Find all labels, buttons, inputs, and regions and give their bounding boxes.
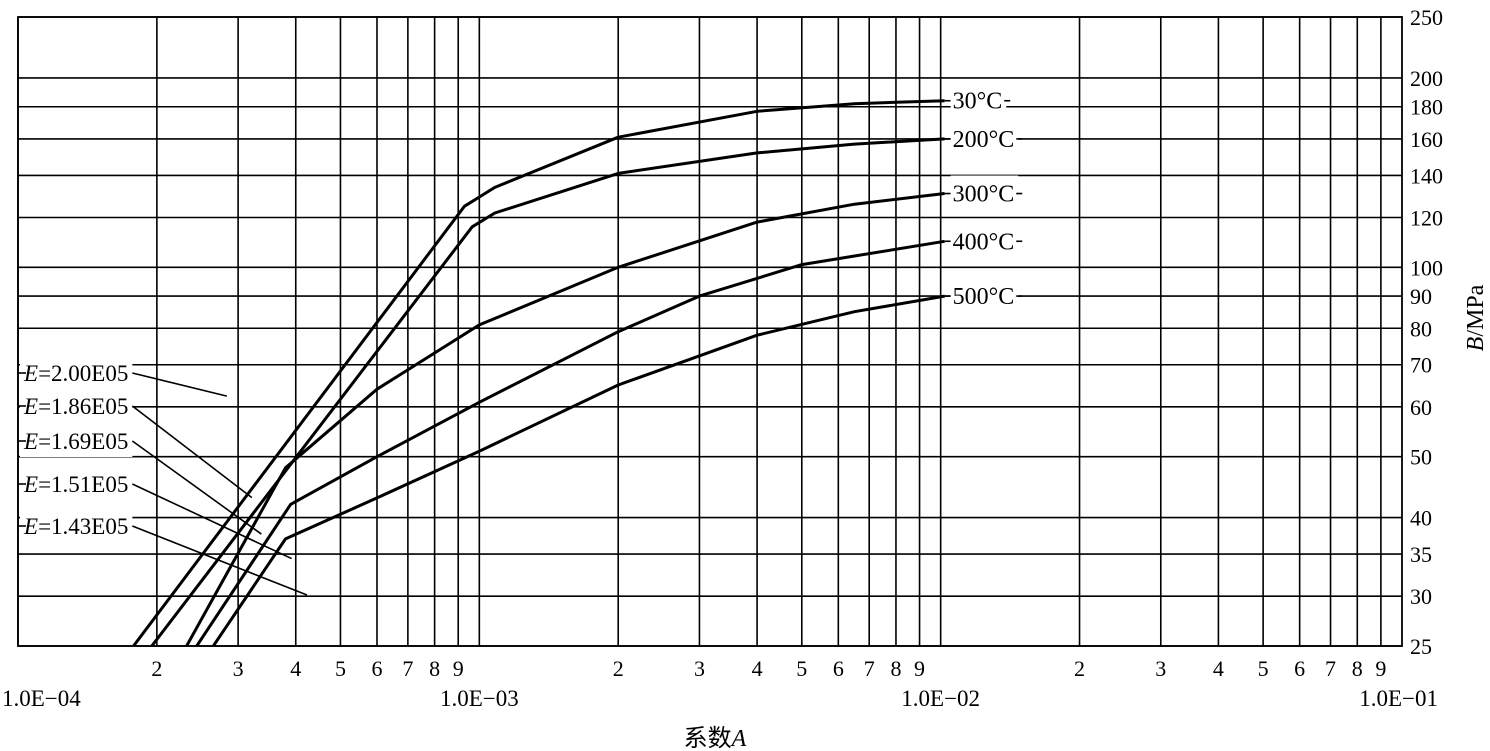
e-label-var: E xyxy=(23,472,38,497)
series-label: 30°C xyxy=(953,89,1003,115)
x-tick-label: 7 xyxy=(864,656,875,681)
x-tick-label: 3 xyxy=(694,656,705,681)
e-label-leader xyxy=(132,372,228,397)
e-label: E=1.86E05 xyxy=(23,394,128,419)
series-label: 300°C xyxy=(953,182,1015,208)
y-tick-label: 40 xyxy=(1410,506,1432,531)
y-tick-label: 100 xyxy=(1410,255,1443,280)
y-tick-label: 90 xyxy=(1410,284,1432,309)
e-label-bg xyxy=(20,361,133,389)
e-label-value: =1.51E05 xyxy=(38,472,128,497)
x-tick-label: 9 xyxy=(1375,656,1386,681)
series-label-bg xyxy=(950,223,1019,252)
e-label-bg xyxy=(20,394,133,422)
y-tick-label: 70 xyxy=(1410,353,1432,378)
series-label-bg xyxy=(950,82,1007,111)
e-label: E=1.51E05 xyxy=(23,472,128,497)
y-tick-label: 30 xyxy=(1410,584,1432,609)
e-label: E=2.00E05 xyxy=(23,361,128,386)
x-tick-label: 6 xyxy=(1294,656,1305,681)
labels: 2 3 4 5 6 7 8 9 2 3 4 5 6 7 8 9 2 3 4 5 6 7 8 91.0E−04 1.0E−03 1.… xyxy=(2,5,1443,711)
x-tick-label: 8 xyxy=(1352,656,1363,681)
curves xyxy=(132,99,945,647)
series-label-bg xyxy=(950,120,1019,149)
series-line xyxy=(150,137,945,647)
series-line xyxy=(212,294,945,647)
x-tick-label: 7 xyxy=(402,656,413,681)
series-line xyxy=(195,239,945,647)
series-label: 500°C xyxy=(953,284,1015,310)
e-label: E=1.43E05 xyxy=(23,514,128,539)
e-label-bg xyxy=(20,514,133,542)
x-tick-label: 6 xyxy=(371,656,382,681)
e-label-leader xyxy=(132,525,308,596)
x-tick-label: 5 xyxy=(1258,656,1269,681)
series-line xyxy=(185,192,945,647)
y-tick-label: 140 xyxy=(1410,163,1443,188)
e-label-leader xyxy=(132,483,292,560)
x-tick-label: 4 xyxy=(752,656,763,681)
y-tick-label: 35 xyxy=(1410,542,1432,567)
series-label: 200°C xyxy=(953,127,1015,153)
x-axis-title-var: A xyxy=(730,726,747,751)
x-tick-label: 4 xyxy=(1213,656,1224,681)
e-label-bg xyxy=(20,429,133,457)
x-tick-label: 8 xyxy=(890,656,901,681)
x-tick-label: 5 xyxy=(796,656,807,681)
x-tick-label: 7 xyxy=(1325,656,1336,681)
x-tick-label: 3 xyxy=(1155,656,1166,681)
series-line xyxy=(132,99,945,647)
e-label-var: E xyxy=(23,361,38,386)
y-tick-label: 25 xyxy=(1410,634,1432,659)
series-label: 400°C xyxy=(953,229,1015,255)
y-tick-label: 180 xyxy=(1410,95,1443,120)
x-tick-label: 2 xyxy=(151,656,162,681)
e-label-var: E xyxy=(23,514,38,539)
x-tick-label: 3 xyxy=(233,656,244,681)
x-tick-label: 2 xyxy=(1074,656,1085,681)
y-tick-label: 160 xyxy=(1410,127,1443,152)
y-axis-title-unit: /MPa xyxy=(1463,284,1489,336)
y-tick-label: 60 xyxy=(1410,395,1432,420)
y-axis-title: B/MPa xyxy=(1463,284,1489,351)
y-tick-label: 200 xyxy=(1410,66,1443,91)
e-label-value: =1.86E05 xyxy=(38,394,128,419)
e-label-value: =1.69E05 xyxy=(38,429,128,454)
x-tick-label: 4 xyxy=(290,656,301,681)
x-tick-label: 8 xyxy=(429,656,440,681)
x-decade-label: 1.0E−01 xyxy=(1359,686,1438,711)
e-label-bg xyxy=(20,472,133,500)
x-decade-label: 1.0E−04 xyxy=(2,686,81,711)
x-axis-title-prefix: 系数 xyxy=(684,725,732,751)
e-label-value: =2.00E05 xyxy=(38,361,128,386)
y-axis-title-var: B xyxy=(1463,336,1489,351)
y-tick-label: 50 xyxy=(1410,445,1432,470)
x-tick-label: 5 xyxy=(335,656,346,681)
e-label-value: =1.43E05 xyxy=(38,514,128,539)
plot-frame xyxy=(17,16,1403,647)
y-tick-label: 80 xyxy=(1410,316,1432,341)
y-tick-label: 250 xyxy=(1410,5,1443,30)
x-tick-label: 6 xyxy=(833,656,844,681)
y-tick-label: 120 xyxy=(1410,205,1443,230)
series-label-bg xyxy=(950,175,1019,204)
e-label-var: E xyxy=(23,429,38,454)
e-label-leader xyxy=(131,405,253,499)
e-label: E=1.69E05 xyxy=(23,429,128,454)
x-decade-label: 1.0E−03 xyxy=(440,686,519,711)
x-tick-label: 2 xyxy=(613,656,624,681)
e-label-var: E xyxy=(23,394,38,419)
x-decade-label: 1.0E−02 xyxy=(901,686,980,711)
x-tick-label: 9 xyxy=(914,656,925,681)
e-label-leader xyxy=(131,440,262,535)
x-axis-title: 系数A xyxy=(684,725,747,751)
series-label-bg xyxy=(950,278,1019,307)
x-tick-label: 9 xyxy=(453,656,464,681)
